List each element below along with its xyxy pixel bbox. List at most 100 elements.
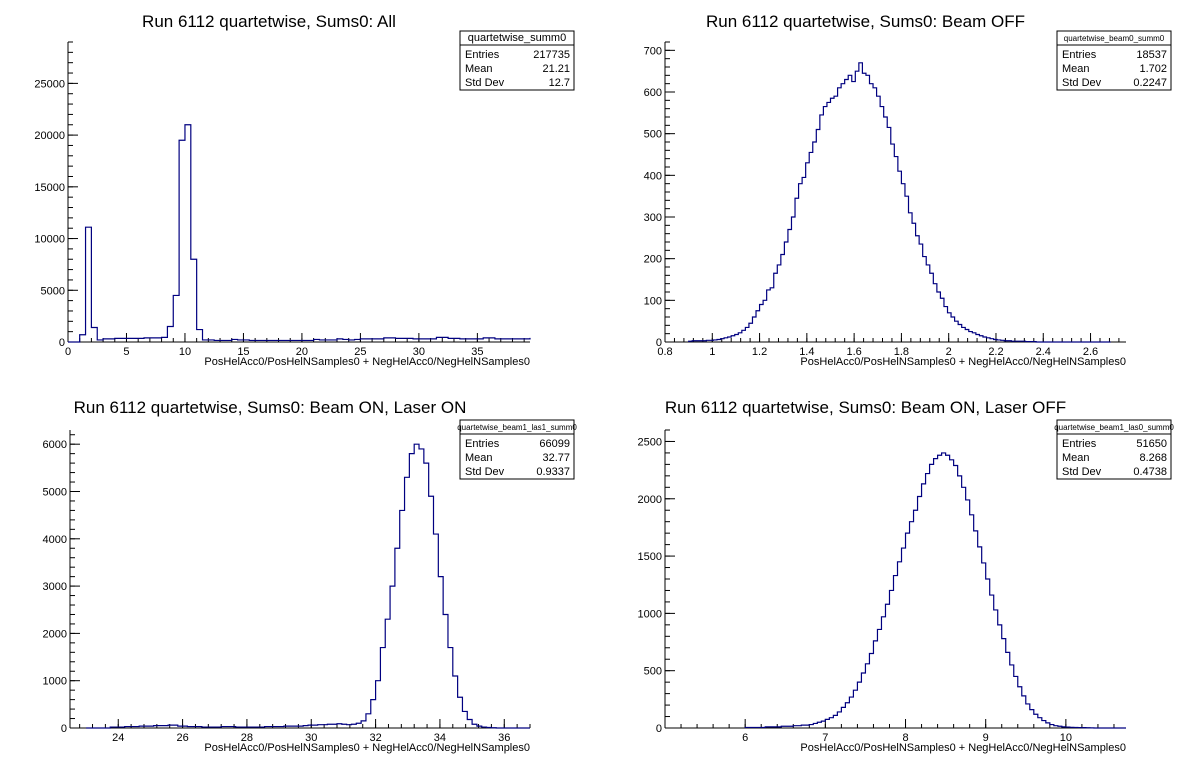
y-tick-label: 500 xyxy=(644,129,662,141)
x-tick-label: 34 xyxy=(434,732,446,744)
stats-label-entries: Entries xyxy=(465,49,500,61)
panel-title: Run 6112 quartetwise, Sums0: Beam ON, La… xyxy=(665,398,1066,417)
histogram-series xyxy=(688,62,1111,343)
stats-value-mean: 21.21 xyxy=(542,63,570,75)
x-tick-label: 7 xyxy=(822,732,828,744)
x-tick-label: 20 xyxy=(296,346,308,358)
stats-label-mean: Mean xyxy=(1062,63,1090,75)
histogram-panel-3: Run 6112 quartetwise, Sums0: Beam ON, La… xyxy=(43,398,578,754)
y-tick-label: 500 xyxy=(644,666,662,678)
stats-box: quartetwise_beam1_las0_summ0 Entries 51650… xyxy=(1054,419,1174,480)
stats-value-entries: 51650 xyxy=(1136,438,1167,450)
stats-name: quartetwise_beam0_summ0 xyxy=(1064,34,1165,43)
y-tick-label: 20000 xyxy=(34,130,65,142)
stats-name: quartetwise_summ0 xyxy=(468,32,566,44)
y-tick-label: 4000 xyxy=(43,534,67,546)
y-tick-label: 700 xyxy=(644,45,662,57)
x-axis-label: PosHelAcc0/PosHelNSamples0 + NegHelAcc0/… xyxy=(204,356,530,368)
y-tick-label: 200 xyxy=(644,254,662,266)
x-tick-label: 1 xyxy=(709,346,715,358)
y-tick-label: 1500 xyxy=(638,551,662,563)
x-tick-label: 30 xyxy=(305,732,317,744)
y-tick-label: 100 xyxy=(644,295,662,307)
stats-name: quartetwise_beam1_las0_summ0 xyxy=(1054,423,1174,432)
panel-title: Run 6112 quartetwise, Sums0: All xyxy=(142,12,396,31)
stats-box: quartetwise_summ0 Entries 217735 Mean 21.21 S… xyxy=(459,30,575,91)
stats-label-entries: Entries xyxy=(465,438,500,450)
stats-label-stddev: Std Dev xyxy=(1062,466,1102,478)
stats-value-mean: 1.702 xyxy=(1139,63,1167,75)
stats-value-mean: 8.268 xyxy=(1139,452,1167,464)
stats-box-frame xyxy=(459,30,575,91)
x-tick-label: 1.2 xyxy=(752,346,767,358)
x-tick-label: 10 xyxy=(179,346,191,358)
x-tick-label: 1.6 xyxy=(846,346,861,358)
stats-value-entries: 18537 xyxy=(1136,49,1167,61)
x-tick-label: 32 xyxy=(369,732,381,744)
x-tick-label: 5 xyxy=(123,346,129,358)
y-tick-label: 0 xyxy=(656,723,662,735)
stats-label-entries: Entries xyxy=(1062,438,1097,450)
y-tick-label: 2500 xyxy=(638,436,662,448)
x-axis-label: PosHelAcc0/PosHelNSamples0 + NegHelAcc0/… xyxy=(800,742,1126,754)
y-tick-label: 3000 xyxy=(43,581,67,593)
x-axis-label: PosHelAcc0/PosHelNSamples0 + NegHelAcc0/… xyxy=(204,742,530,754)
y-tick-label: 0 xyxy=(656,337,662,349)
y-tick-label: 1000 xyxy=(43,676,67,688)
x-tick-label: 28 xyxy=(241,732,253,744)
y-tick-label: 1000 xyxy=(638,608,662,620)
x-tick-label: 2.4 xyxy=(1036,346,1051,358)
stats-label-mean: Mean xyxy=(465,452,493,464)
y-tick-label: 15000 xyxy=(34,182,65,194)
x-tick-label: 1.4 xyxy=(799,346,814,358)
x-tick-label: 6 xyxy=(742,732,748,744)
stats-name: quartetwise_beam1_las1_summ0 xyxy=(457,423,577,432)
stats-box: quartetwise_beam1_las1_summ0 Entries 66099… xyxy=(457,419,577,480)
stats-value-stddev: 0.9337 xyxy=(536,466,570,478)
stats-value-entries: 217735 xyxy=(533,49,570,61)
x-tick-label: 24 xyxy=(112,732,124,744)
stats-box-frame xyxy=(1056,419,1172,480)
y-tick-label: 600 xyxy=(644,87,662,99)
x-tick-label: 36 xyxy=(498,732,510,744)
histogram-series xyxy=(68,124,531,343)
x-tick-label: 1.8 xyxy=(894,346,909,358)
stats-value-stddev: 0.4738 xyxy=(1133,466,1167,478)
x-tick-label: 0.8 xyxy=(657,346,672,358)
stats-box-frame xyxy=(459,419,575,480)
y-tick-label: 0 xyxy=(61,723,67,735)
x-tick-label: 30 xyxy=(413,346,425,358)
x-tick-label: 25 xyxy=(354,346,366,358)
stats-label-stddev: Std Dev xyxy=(1062,77,1102,89)
stats-label-entries: Entries xyxy=(1062,49,1097,61)
y-tick-label: 400 xyxy=(644,170,662,182)
y-tick-label: 2000 xyxy=(638,494,662,506)
histogram-panel-4: Run 6112 quartetwise, Sums0: Beam ON, La… xyxy=(638,398,1175,754)
histogram-series xyxy=(86,443,530,729)
stats-box-frame xyxy=(1056,30,1172,91)
y-tick-label: 2000 xyxy=(43,628,67,640)
x-tick-label: 35 xyxy=(471,346,483,358)
stats-value-mean: 32.77 xyxy=(542,452,570,464)
y-tick-label: 25000 xyxy=(34,78,65,90)
y-tick-label: 0 xyxy=(59,337,65,349)
histogram-panel-2: Run 6112 quartetwise, Sums0: Beam OFF 0.8… xyxy=(644,12,1172,368)
x-tick-label: 10 xyxy=(1060,732,1072,744)
panel-title: Run 6112 quartetwise, Sums0: Beam OFF xyxy=(706,12,1025,31)
x-tick-label: 9 xyxy=(983,732,989,744)
stats-label-stddev: Std Dev xyxy=(465,77,505,89)
stats-value-stddev: 0.2247 xyxy=(1133,77,1167,89)
histogram-series xyxy=(744,452,1126,729)
y-tick-label: 10000 xyxy=(34,234,65,246)
y-tick-label: 6000 xyxy=(43,439,67,451)
x-tick-label: 2 xyxy=(946,346,952,358)
stats-label-stddev: Std Dev xyxy=(465,466,505,478)
x-tick-label: 26 xyxy=(176,732,188,744)
y-tick-label: 5000 xyxy=(43,486,67,498)
x-axis-label: PosHelAcc0/PosHelNSamples0 + NegHelAcc0/… xyxy=(800,356,1126,368)
x-tick-label: 2.2 xyxy=(988,346,1003,358)
x-tick-label: 8 xyxy=(902,732,908,744)
stats-box: quartetwise_beam0_summ0 Entries 18537 Mean 1… xyxy=(1056,30,1172,91)
stats-value-stddev: 12.7 xyxy=(549,77,570,89)
